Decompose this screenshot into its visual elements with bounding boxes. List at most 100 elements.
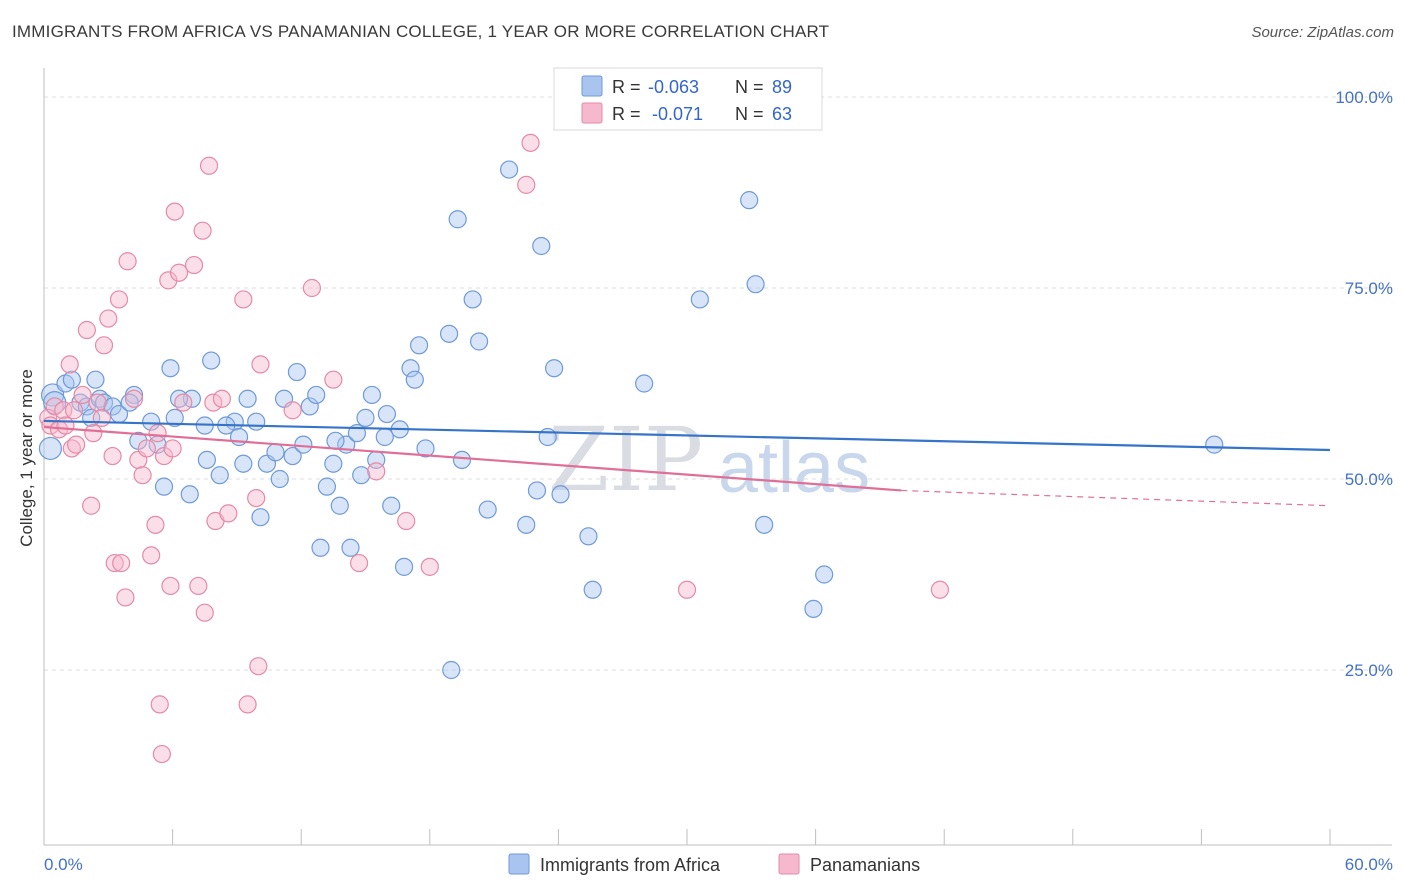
point-panamanians xyxy=(118,252,137,271)
point-africa xyxy=(352,466,371,485)
legend-n-value: 63 xyxy=(772,104,792,124)
watermark-atlas: atlas xyxy=(718,428,870,508)
point-panamanians xyxy=(677,580,697,599)
x-tick-labels: 0.0% 60.0% xyxy=(44,855,1393,874)
point-panamanians xyxy=(349,553,369,573)
point-africa xyxy=(103,397,122,416)
point-panamanians xyxy=(930,580,950,599)
point-panamanians xyxy=(146,515,165,534)
point-africa xyxy=(405,370,424,389)
bottom-legend-label-panamanians: Panamanians xyxy=(810,855,920,875)
point-panamanians xyxy=(116,588,135,607)
trend-line-africa xyxy=(43,419,1331,452)
point-africa xyxy=(394,557,414,576)
watermark-zip: ZIP xyxy=(548,408,703,511)
point-africa xyxy=(416,439,435,458)
point-panamanians xyxy=(420,557,439,576)
legend-r-label: R = xyxy=(612,77,641,97)
point-panamanians xyxy=(88,393,107,412)
point-africa xyxy=(755,515,774,534)
point-africa xyxy=(690,290,709,309)
point-africa xyxy=(311,538,330,557)
point-panamanians xyxy=(521,133,540,152)
point-panamanians xyxy=(45,397,64,416)
point-panamanians xyxy=(82,496,101,515)
point-africa xyxy=(238,389,257,408)
point-panamanians xyxy=(212,389,231,408)
bottom-legend: Immigrants from Africa Panamanians xyxy=(508,853,920,875)
legend-n-label: N = xyxy=(735,104,764,124)
legend-swatch-africa xyxy=(581,75,603,97)
legend-n-label: N = xyxy=(735,77,764,97)
bottom-legend-swatch-panamanians xyxy=(778,853,800,875)
point-africa xyxy=(324,454,343,473)
point-africa xyxy=(442,660,461,680)
point-africa xyxy=(527,481,547,500)
point-africa xyxy=(746,275,765,294)
point-africa xyxy=(283,446,302,466)
point-africa xyxy=(165,408,184,427)
point-africa xyxy=(161,359,180,378)
point-africa xyxy=(463,290,482,309)
legend-swatch-panamanians xyxy=(581,102,603,124)
point-panamanians xyxy=(247,489,266,508)
point-africa xyxy=(362,385,382,405)
point-panamanians xyxy=(193,221,212,240)
point-panamanians xyxy=(105,553,124,573)
point-panamanians xyxy=(234,290,253,309)
point-africa xyxy=(270,469,289,489)
grid-lines xyxy=(44,96,1392,671)
point-panamanians xyxy=(189,576,208,596)
point-africa xyxy=(500,160,519,179)
point-panamanians xyxy=(152,744,171,764)
point-africa xyxy=(478,500,497,519)
legend-r-value: -0.063 xyxy=(648,77,699,97)
x-tick-label: 60.0% xyxy=(1345,855,1393,874)
legend-n-value: 89 xyxy=(772,77,792,97)
y-tick-labels: 25.0% 50.0% 75.0% 100.0% xyxy=(1335,88,1393,680)
watermark: ZIP atlas xyxy=(548,408,870,511)
source-label: Source: ZipAtlas.com xyxy=(1251,24,1394,41)
point-panamanians xyxy=(169,263,189,282)
point-panamanians xyxy=(137,439,156,458)
x-tick-label: 0.0% xyxy=(44,855,83,874)
point-panamanians xyxy=(219,504,238,523)
point-panamanians xyxy=(142,546,161,565)
point-africa xyxy=(409,336,429,355)
point-africa xyxy=(538,427,557,447)
point-africa xyxy=(579,527,598,546)
axes xyxy=(43,68,1392,846)
point-panamanians xyxy=(238,695,257,714)
point-africa xyxy=(62,370,81,389)
point-panamanians xyxy=(67,435,86,454)
point-africa xyxy=(804,599,823,618)
point-panamanians xyxy=(517,175,536,194)
y-tick-label: 100.0% xyxy=(1335,88,1393,107)
legend: R = -0.063 N = 89 R = -0.071 N = 63 xyxy=(553,67,823,131)
point-panamanians xyxy=(251,355,270,374)
point-africa xyxy=(300,397,319,416)
point-panamanians xyxy=(73,385,92,405)
point-panamanians xyxy=(60,355,79,374)
point-africa xyxy=(202,351,221,370)
point-africa xyxy=(197,450,216,469)
y-tick-label: 50.0% xyxy=(1345,470,1393,489)
point-africa xyxy=(356,408,375,427)
point-africa xyxy=(815,565,834,584)
point-africa xyxy=(583,580,602,599)
trend-line-panamanians-extension xyxy=(901,489,1331,507)
point-africa xyxy=(182,389,201,408)
point-africa xyxy=(154,477,174,496)
point-panamanians xyxy=(133,466,152,485)
point-africa xyxy=(234,454,253,473)
point-africa xyxy=(382,496,401,515)
point-panamanians xyxy=(195,603,214,622)
point-africa xyxy=(740,191,759,210)
point-africa xyxy=(341,538,360,557)
point-africa xyxy=(180,485,199,504)
point-africa xyxy=(40,383,65,407)
point-africa xyxy=(375,427,394,447)
point-africa xyxy=(545,359,564,378)
point-africa xyxy=(142,412,161,431)
